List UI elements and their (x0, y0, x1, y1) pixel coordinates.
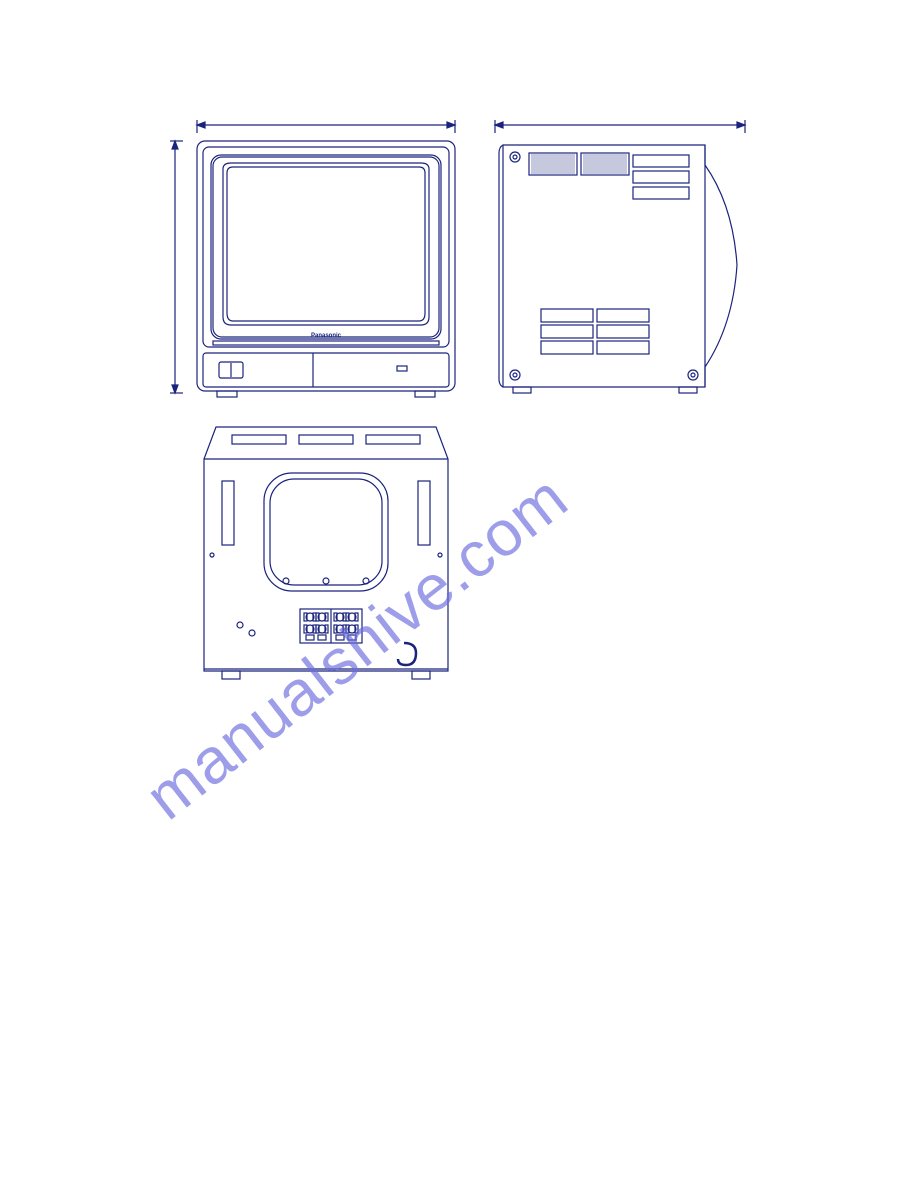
front-view-diagram: Panasonic (165, 105, 465, 405)
side-view-diagram (485, 105, 755, 405)
brand-label: Panasonic (311, 333, 342, 339)
rear-view-diagram (192, 415, 462, 690)
